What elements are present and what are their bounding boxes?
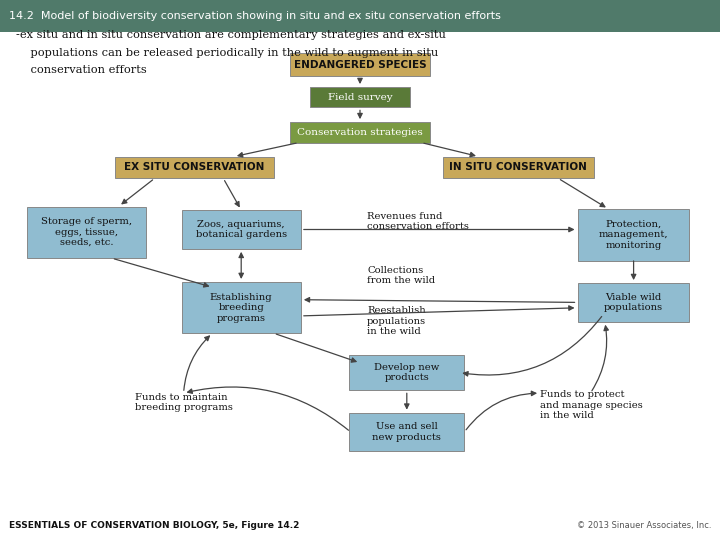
Text: © 2013 Sinauer Associates, Inc.: © 2013 Sinauer Associates, Inc.: [577, 521, 711, 530]
Text: Funds to maintain
breeding programs: Funds to maintain breeding programs: [135, 393, 233, 412]
FancyBboxPatch shape: [0, 0, 720, 32]
Text: Funds to protect
and manage species
in the wild: Funds to protect and manage species in t…: [540, 390, 643, 420]
Text: Zoos, aquariums,
botanical gardens: Zoos, aquariums, botanical gardens: [196, 220, 287, 239]
FancyBboxPatch shape: [289, 53, 430, 76]
Text: Reestablish
populations
in the wild: Reestablish populations in the wild: [367, 306, 426, 336]
FancyBboxPatch shape: [577, 210, 690, 261]
Text: EX SITU CONSERVATION: EX SITU CONSERVATION: [125, 163, 264, 172]
FancyBboxPatch shape: [577, 283, 690, 322]
FancyBboxPatch shape: [443, 157, 594, 178]
FancyBboxPatch shape: [310, 87, 410, 107]
Text: Storage of sperm,
eggs, tissue,
seeds, etc.: Storage of sperm, eggs, tissue, seeds, e…: [41, 217, 132, 247]
Text: Use and sell
new products: Use and sell new products: [372, 422, 441, 442]
FancyBboxPatch shape: [349, 355, 464, 390]
FancyBboxPatch shape: [349, 413, 464, 451]
Text: Protection,
management,
monitoring: Protection, management, monitoring: [599, 220, 668, 250]
Text: Conservation strategies: Conservation strategies: [297, 128, 423, 137]
Text: -ex situ and in situ conservation are complementary strategies and ex-situ: -ex situ and in situ conservation are co…: [16, 30, 446, 40]
Text: Develop new
products: Develop new products: [374, 363, 439, 382]
Text: Field survey: Field survey: [328, 93, 392, 102]
Text: populations can be released periodically in the wild to augment in situ: populations can be released periodically…: [16, 48, 438, 58]
FancyBboxPatch shape: [27, 206, 145, 258]
FancyBboxPatch shape: [181, 282, 301, 333]
Text: ENDANGERED SPECIES: ENDANGERED SPECIES: [294, 60, 426, 70]
Text: ESSENTIALS OF CONSERVATION BIOLOGY, 5e, Figure 14.2: ESSENTIALS OF CONSERVATION BIOLOGY, 5e, …: [9, 521, 299, 530]
Text: Revenues fund
conservation efforts: Revenues fund conservation efforts: [367, 212, 469, 231]
Text: Collections
from the wild: Collections from the wild: [367, 266, 436, 285]
FancyBboxPatch shape: [181, 210, 301, 249]
FancyBboxPatch shape: [289, 122, 430, 143]
Text: 14.2  Model of biodiversity conservation showing in situ and ex situ conservatio: 14.2 Model of biodiversity conservation …: [9, 11, 500, 21]
FancyBboxPatch shape: [115, 157, 274, 178]
Text: Establishing
breeding
programs: Establishing breeding programs: [210, 293, 272, 323]
Text: IN SITU CONSERVATION: IN SITU CONSERVATION: [449, 163, 588, 172]
Text: conservation efforts: conservation efforts: [16, 65, 147, 76]
Text: Viable wild
populations: Viable wild populations: [604, 293, 663, 312]
